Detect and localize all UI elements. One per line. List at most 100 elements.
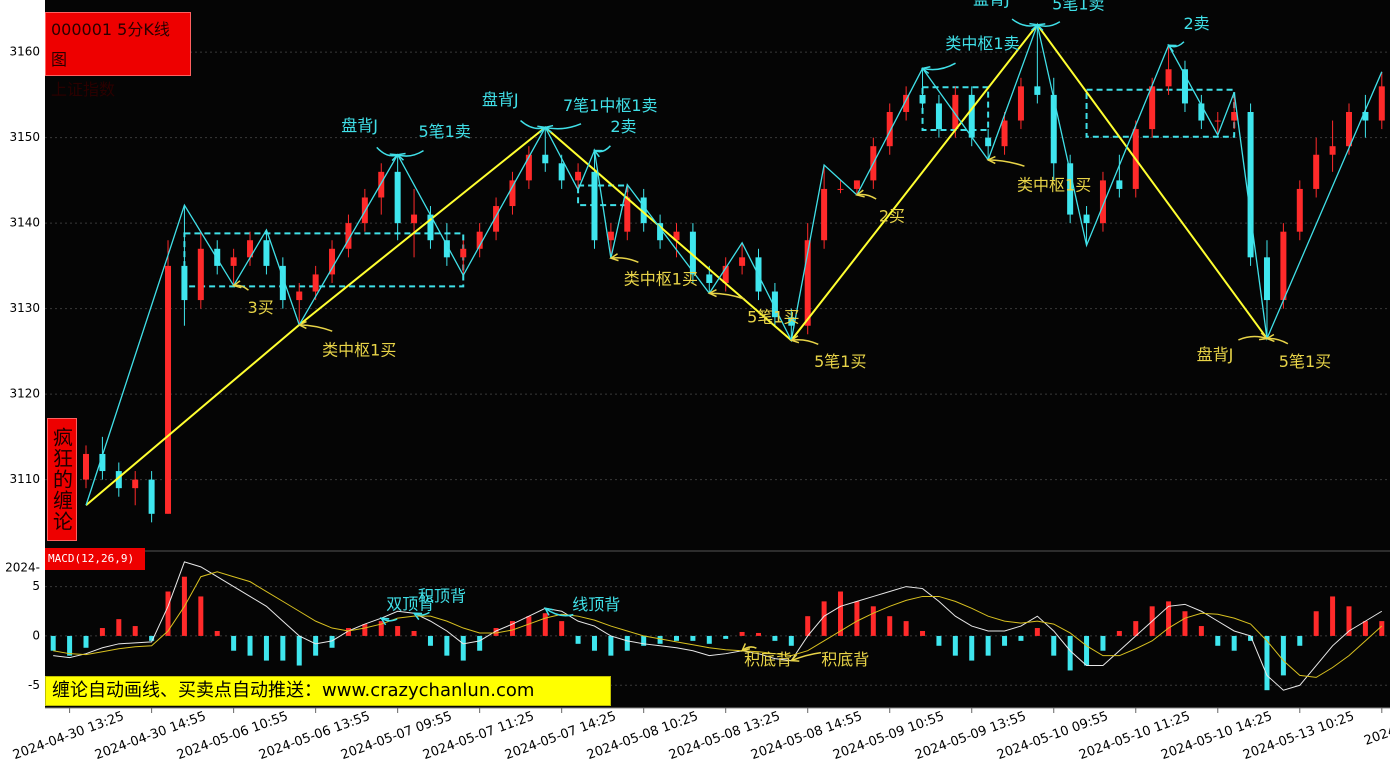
annotation-arrowhead — [986, 155, 996, 165]
macd-bar — [1215, 635, 1221, 646]
annotation-arrowhead — [920, 65, 931, 75]
candle-body — [345, 223, 352, 249]
candle-body — [1099, 180, 1106, 224]
candle-body — [214, 248, 221, 266]
candle-body — [1181, 69, 1188, 104]
annotation: 盘背J — [482, 90, 519, 109]
annotation-arrow — [520, 119, 546, 130]
candle-body — [575, 171, 582, 181]
macd-bar — [657, 635, 663, 644]
macd-bar — [1051, 635, 1057, 656]
macd-bar — [969, 635, 975, 661]
macd-bar — [1330, 596, 1336, 636]
macd-bar — [870, 606, 876, 636]
segment-line — [85, 23, 1268, 507]
candle-body — [985, 137, 992, 147]
annotation-arrowhead — [543, 607, 554, 616]
macd-bar — [526, 616, 532, 636]
candle-body — [279, 265, 286, 301]
macd-bar — [149, 635, 155, 641]
candle-body — [443, 240, 450, 258]
candle-body — [493, 206, 500, 232]
macd-bar — [591, 635, 597, 651]
candle-body — [673, 231, 680, 241]
macd-bar — [1166, 601, 1172, 636]
y-tick-label: 3150 — [9, 130, 40, 144]
annotation: 线顶背 — [572, 595, 620, 614]
candle-body — [821, 188, 828, 241]
macd-bar — [559, 621, 565, 636]
macd-bar — [887, 616, 893, 636]
candle-body — [394, 171, 401, 224]
annotation: 类中枢1买 — [1017, 175, 1091, 194]
annotation: 2卖 — [1183, 14, 1209, 33]
candle-body — [115, 471, 122, 489]
macd-bar — [296, 635, 302, 666]
candle-body — [296, 291, 303, 301]
annotation: 7笔1中枢1卖 — [563, 96, 658, 115]
macd-bar — [1182, 611, 1188, 636]
macd-bar — [542, 613, 548, 636]
candle-body — [919, 94, 926, 104]
candle-body — [722, 265, 729, 283]
candle-body — [1165, 69, 1172, 87]
candle-body — [197, 248, 204, 301]
candle-body — [853, 180, 860, 189]
annotation-arrow — [610, 256, 639, 263]
annotation: 2卖 — [610, 117, 636, 136]
macd-bar — [214, 630, 220, 636]
macd-bar — [395, 626, 401, 636]
macd-bar — [624, 635, 630, 651]
candle-body — [329, 248, 336, 275]
y-tick-label: 3160 — [9, 45, 40, 59]
macd-bar — [723, 635, 729, 639]
candle-body — [886, 111, 893, 147]
y-tick-label: 3110 — [9, 472, 40, 486]
macd-bar — [99, 628, 105, 636]
macd-bar — [838, 591, 844, 636]
candle-body — [99, 453, 106, 472]
macd-bar — [198, 596, 204, 636]
candle-body — [263, 240, 270, 266]
annotation-arrow — [922, 62, 956, 71]
annotation-arrowhead — [1167, 44, 1177, 53]
annotation-arrowhead — [412, 612, 423, 621]
candle-body — [657, 223, 664, 241]
macd-title: MACD(12,26,9) — [45, 548, 145, 570]
candle-body — [804, 240, 811, 326]
macd-bar — [805, 616, 811, 636]
macd-bar — [83, 635, 89, 648]
annotation-arrow — [791, 651, 822, 662]
annotation-arrowhead — [592, 149, 603, 158]
annotation: 盘背J — [341, 116, 378, 135]
candle-body — [771, 291, 778, 318]
macd-bar — [345, 628, 351, 636]
macd-bar — [509, 621, 515, 636]
macd-bar — [756, 632, 762, 636]
macd-bar — [263, 635, 269, 661]
macd-bar — [952, 635, 958, 656]
candle-body — [1034, 86, 1041, 95]
candle-body — [1280, 231, 1287, 301]
annotation-arrow — [791, 339, 819, 346]
macd-bar — [739, 631, 745, 636]
annotation: 5笔1买 — [1279, 352, 1331, 371]
macd-bar — [67, 635, 73, 656]
macd-bar — [772, 635, 778, 641]
annotation: 盘背J — [1197, 345, 1234, 364]
macd-bar — [1362, 621, 1368, 636]
macd-line — [53, 561, 1383, 691]
annotation: 积底背 — [744, 650, 792, 669]
candle-body — [1247, 111, 1254, 258]
annotation-arrowhead — [789, 335, 800, 344]
corner-label: 2024- — [5, 561, 40, 575]
candle-body — [230, 257, 237, 266]
candle-body — [378, 171, 385, 198]
y-tick-label: 0 — [32, 628, 40, 642]
candle-body — [1214, 120, 1221, 122]
annotation-arrowhead — [379, 617, 390, 626]
macd-bar — [821, 601, 827, 636]
macd-bar — [280, 635, 286, 661]
annotation-arrowhead — [1265, 333, 1275, 343]
